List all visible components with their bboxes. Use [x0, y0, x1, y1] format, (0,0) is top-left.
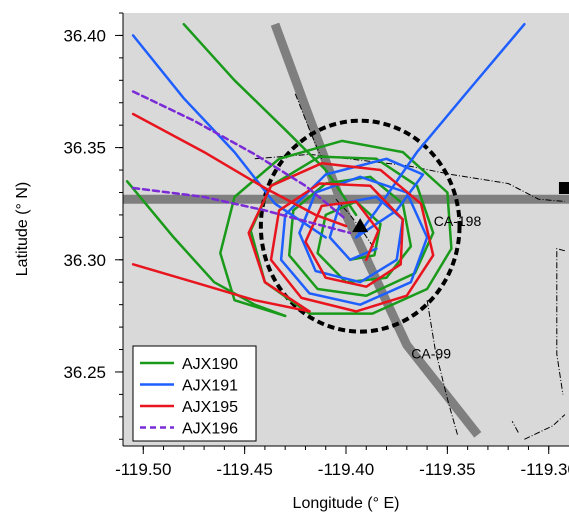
y-tick-label: 36.30 — [63, 251, 106, 270]
legend: AJX190 AJX191 AJX195 AJX196 — [132, 345, 257, 442]
x-tick-label: -119.45 — [216, 460, 272, 479]
x-tick-label: -119.40 — [318, 460, 374, 479]
triangle-marker — [352, 218, 369, 233]
trajectories-layer — [125, 22, 526, 318]
series-ajx196 — [131, 90, 352, 235]
road-ca-99 — [270, 22, 482, 438]
y-tick-label: 36.40 — [63, 26, 106, 45]
boundary-line — [426, 300, 458, 435]
dashed-range-circle — [258, 118, 462, 334]
legend-label-ajx196: AJX196 — [182, 421, 238, 438]
plot-content: CA-198 CA-99 — [123, 22, 569, 440]
trajectory-ajx191 — [131, 34, 327, 239]
boundary-line — [511, 421, 519, 433]
trajectory-ajx195 — [247, 162, 435, 313]
y-axis-title: Latitude (° N) — [14, 182, 31, 276]
axes: -119.50 -119.45 -119.40 -119.35 -119.30 36.25… — [63, 12, 569, 479]
trajectory-ajx195 — [131, 112, 348, 228]
road-labels: CA-198 CA-99 — [411, 213, 481, 361]
road-label: CA-198 — [434, 213, 482, 229]
y-tick-label: 36.35 — [63, 139, 106, 158]
y-tick-label: 36.25 — [63, 363, 106, 382]
road-label: CA-99 — [411, 346, 451, 362]
x-tick-label: -119.35 — [419, 460, 475, 479]
series-ajx195 — [131, 112, 435, 313]
legend-label-ajx190: AJX190 — [182, 356, 238, 373]
trajectory-ajx191 — [279, 157, 429, 306]
legend-label-ajx191: AJX191 — [182, 378, 238, 395]
trajectory-ajx196 — [131, 90, 348, 221]
legend-label-ajx195: AJX195 — [182, 399, 238, 416]
trajectory-ajx196 — [131, 186, 352, 235]
trajectory-ajx195 — [131, 263, 311, 313]
boundary-line — [556, 247, 566, 395]
boundary-line — [254, 153, 565, 202]
markers-layer — [352, 181, 569, 233]
dashed-circle-layer — [258, 118, 462, 334]
x-tick-label: -119.30 — [521, 460, 569, 479]
square-marker — [558, 181, 569, 194]
x-tick-label: -119.50 — [115, 460, 171, 479]
x-axis-title: Longitude (° E) — [293, 495, 400, 512]
